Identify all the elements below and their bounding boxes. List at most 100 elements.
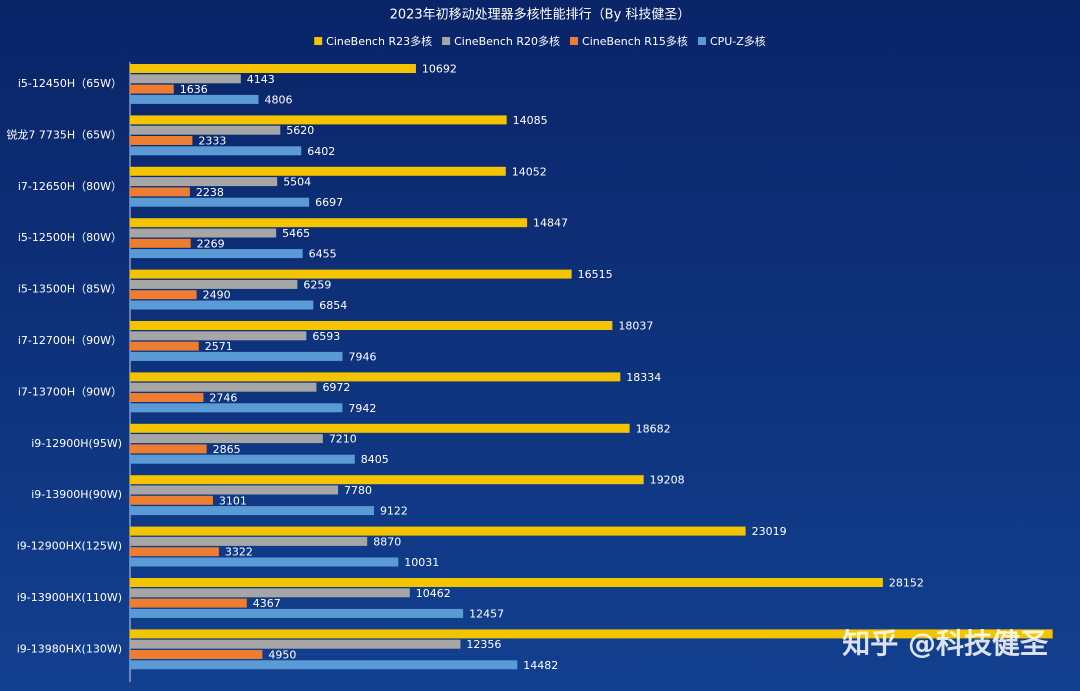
bar (130, 382, 317, 392)
y-tick-label: i9-12900H(95W) (31, 437, 122, 450)
legend-swatch (314, 37, 323, 45)
bar (130, 300, 314, 310)
value-label: 18682 (636, 422, 671, 435)
value-label: 14482 (523, 659, 558, 672)
value-label: 4950 (268, 649, 296, 662)
bar (130, 166, 506, 176)
y-tick-label: i9-13900H(90W) (31, 488, 122, 501)
bar (130, 536, 368, 546)
value-label: 18334 (626, 371, 661, 384)
value-label: 2238 (196, 186, 224, 199)
legend-label: CineBench R15多核 (582, 34, 688, 48)
value-label: 2333 (198, 135, 226, 148)
bar (130, 125, 281, 135)
bar (130, 660, 518, 670)
bar (130, 74, 241, 84)
value-label: 6697 (315, 196, 343, 209)
value-label: 6259 (303, 278, 331, 291)
y-tick-label: i5-12450H（65W） (18, 77, 122, 90)
value-label: 28152 (889, 577, 924, 590)
y-tick-label: i5-13500H（85W） (18, 283, 122, 296)
bar (130, 341, 199, 351)
y-tick-label: i7-12700H（90W） (18, 334, 122, 347)
bar (130, 228, 277, 238)
value-label: 9122 (380, 505, 408, 518)
bar (130, 218, 528, 228)
value-label: 4806 (265, 93, 293, 106)
value-label: 6593 (312, 330, 340, 343)
bar (130, 177, 278, 187)
y-tick-label: i9-13980HX(130W) (17, 642, 122, 655)
bar (130, 608, 464, 618)
legend-swatch (570, 37, 579, 45)
value-label: 2571 (205, 340, 233, 353)
value-label: 7210 (329, 433, 357, 446)
bar (130, 197, 310, 207)
bar (130, 475, 644, 485)
bar (130, 321, 613, 330)
bar (130, 434, 323, 444)
bar (130, 629, 1053, 639)
value-label: 5504 (283, 176, 311, 189)
legend-label: CPU-Z多核 (710, 34, 766, 48)
bar (130, 444, 207, 454)
value-label: 6455 (309, 248, 337, 261)
y-tick-label: i7-13700H（90W） (18, 385, 122, 398)
legend-swatch (442, 37, 451, 45)
value-label: 3322 (225, 546, 253, 559)
value-label: 2269 (197, 237, 225, 250)
bar (130, 84, 174, 94)
value-label: 4143 (247, 73, 275, 86)
bar (130, 588, 410, 598)
bar (130, 495, 213, 505)
value-label: 5465 (282, 227, 310, 240)
chart-title: 2023年初移动处理器多核性能排行（By 科技健圣） (390, 7, 691, 23)
bar (130, 94, 259, 104)
value-label: 7942 (348, 402, 376, 415)
value-label: 19208 (650, 474, 685, 487)
value-label: 6972 (322, 381, 350, 394)
legend-swatch (697, 37, 706, 45)
bar (130, 485, 339, 495)
bar (130, 650, 263, 659)
bar (130, 279, 298, 289)
bar (130, 249, 303, 259)
bar (130, 238, 191, 248)
value-label: 16515 (578, 268, 613, 281)
value-label: 23019 (752, 525, 787, 538)
y-tick-label: 锐龙7 7735H（65W） (6, 127, 122, 141)
y-tick-label: i5-12500H（80W） (18, 231, 122, 244)
legend-label: CineBench R20多核 (454, 34, 560, 48)
value-label: 10692 (422, 63, 457, 76)
bar (130, 598, 247, 608)
y-tick-label: i9-13900HX(110W) (17, 591, 122, 604)
value-label: 1636 (180, 83, 208, 96)
bar (130, 351, 343, 361)
value-label: 2746 (209, 392, 237, 405)
bar (130, 454, 355, 464)
value-label: 14847 (533, 217, 568, 230)
value-label: 6854 (319, 299, 347, 312)
bar (130, 526, 746, 536)
value-label: 12457 (469, 607, 504, 620)
bar (130, 423, 630, 433)
value-label: 8405 (361, 453, 389, 466)
value-label: 10031 (404, 556, 439, 569)
value-label: 2865 (213, 443, 241, 456)
value-label: 14085 (513, 114, 548, 127)
value-label: 5620 (286, 124, 314, 137)
value-label: 3101 (219, 494, 247, 507)
bar (130, 506, 374, 516)
bar (130, 64, 416, 73)
bar (130, 639, 461, 649)
watermark: 知乎 @科技健圣 (842, 627, 1049, 660)
value-label: 8870 (373, 535, 401, 548)
bar (130, 403, 343, 413)
value-label: 10462 (416, 587, 451, 600)
bar (130, 372, 621, 382)
bar (130, 557, 399, 567)
value-label: 12356 (466, 638, 501, 651)
bar (130, 146, 302, 156)
bar (130, 136, 193, 145)
